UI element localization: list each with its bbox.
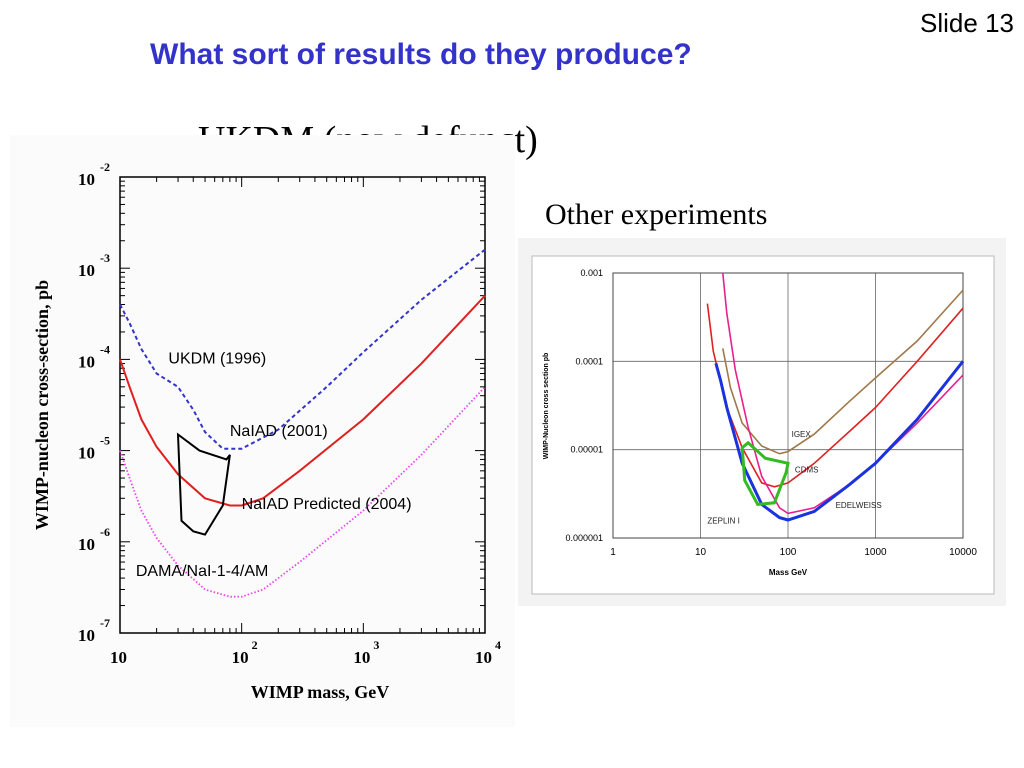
x-tick-label: 10 (232, 648, 249, 667)
slide-title: What sort of results do they produce? (150, 38, 692, 71)
x-tick-exponent: 4 (495, 638, 501, 652)
x-tick-label: 10 (110, 648, 127, 667)
series-line (176, 432, 231, 536)
x-tick-label: 10 (353, 648, 370, 667)
x-tick-label: 10000 (949, 547, 977, 558)
y-axis-label: WIMP-Nucleon cross section pb (543, 353, 550, 460)
ukdm-chart-panel: 10 10 2 10 3 10 4 10 -7 10 -6 10 -5 10 -4 10 -3 10 -2 WIMP … (10, 135, 515, 727)
series-line (119, 248, 486, 450)
ukdm-chart: 10 10210310410-710-610-510-410-310-2WIMP … (32, 160, 501, 702)
y-tick-exponent: -6 (100, 525, 110, 539)
y-tick-exponent: -7 (100, 616, 110, 630)
y-tick-exponent: -2 (100, 160, 110, 174)
series-line (722, 289, 964, 455)
y-tick-exponent: -3 (100, 251, 110, 265)
y-tick-label: 10 (78, 352, 95, 371)
y-tick-label: 10 (78, 170, 95, 189)
y-tick-exponent: -5 (100, 434, 110, 448)
y-tick-label: 0.00001 (570, 445, 603, 455)
y-tick-label: 10 (78, 626, 95, 645)
x-tick-exponent: 3 (373, 638, 379, 652)
other-experiments-heading: Other experiments (545, 198, 768, 231)
other-experiments-chart: 1 10 100 1000 10000 0.000001 0.00001 0.0001 0.00… (531, 255, 995, 595)
y-tick-label: 10 (78, 444, 95, 463)
slide-number: Slide 13 (920, 8, 1014, 38)
x-tick-exponent: 2 (252, 638, 258, 652)
series-line (740, 440, 790, 506)
y-tick-label: 0.0001 (575, 356, 603, 366)
curve-label: CDMS (795, 466, 819, 475)
series-line (119, 386, 486, 598)
y-tick-label: 10 (78, 261, 95, 280)
curve-label: IGEX (792, 430, 812, 439)
curve-label: ZEPLIN I (707, 517, 739, 526)
series-line (119, 295, 486, 507)
x-tick-label: 10 (475, 648, 492, 667)
plot-frame (612, 272, 964, 539)
x-axis-label: WIMP mass, GeV (251, 682, 390, 702)
curve-label: DAMA/NaI-1-4/AM (136, 563, 268, 580)
y-tick-label: 10 (78, 535, 95, 554)
curve-label: NaIAD (2001) (230, 423, 328, 440)
curve-label: UKDM (1996) (168, 351, 266, 368)
x-tick-label: 100 (780, 547, 797, 558)
chart-background (531, 255, 995, 595)
x-tick-label: 1000 (864, 547, 887, 558)
series-line (714, 360, 965, 522)
y-axis-label: WIMP-nucleon cross-section, pb (32, 280, 52, 530)
y-tick-exponent: -4 (100, 342, 110, 356)
curve-label: NaIAD Predicted (2004) (242, 496, 412, 513)
other-experiments-chart-panel: 1 10 100 1000 10000 0.000001 0.00001 0.0001 0.00… (518, 238, 1006, 606)
x-axis-label: Mass GeV (769, 568, 808, 577)
y-tick-label: 0.000001 (565, 533, 603, 543)
x-tick-label: 10 (695, 547, 707, 558)
y-tick-label: 0.001 (580, 268, 603, 278)
curve-label: EDELWEISS (836, 501, 882, 510)
plot-frame (119, 176, 486, 634)
x-tick-label: 1 (610, 547, 616, 558)
